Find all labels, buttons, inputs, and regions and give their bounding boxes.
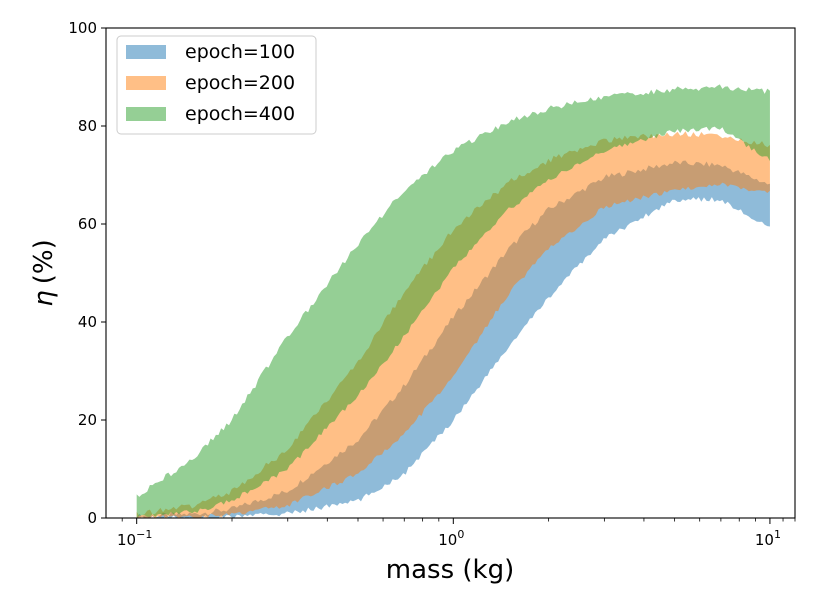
data-bands: [136, 84, 770, 519]
y-tick-label-0: 0: [87, 509, 97, 527]
legend-swatch-epoch-200: [126, 76, 166, 90]
x-axis: 10−1 100 101: [117, 518, 796, 549]
band-epoch-400: [136, 84, 770, 519]
y-tick-label-20: 20: [78, 411, 97, 429]
y-tick-label-100: 100: [68, 19, 97, 37]
x-tick-label-0: 10−1: [117, 528, 152, 549]
legend-label-epoch-400: epoch=400: [185, 103, 295, 125]
y-axis-symbol: η: [29, 290, 59, 306]
x-tick-label-2: 101: [755, 528, 781, 549]
legend-box: [116, 35, 317, 135]
legend-swatch-epoch-100: [126, 45, 166, 59]
x-tick-label-1: 100: [438, 528, 464, 549]
legend-label-epoch-100: epoch=100: [185, 41, 295, 63]
y-axis: 0 20 40 60 80 100: [68, 19, 106, 527]
y-tick-label-60: 60: [78, 215, 97, 233]
x-axis-title: mass (kg): [386, 555, 514, 585]
plot-frame: [105, 27, 796, 519]
y-axis-unit: (%): [29, 239, 59, 284]
y-tick-label-80: 80: [78, 117, 97, 135]
band-epoch-200: [136, 131, 770, 518]
y-tick-label-40: 40: [78, 313, 97, 331]
y-axis-title: η (%): [29, 239, 59, 306]
legend-swatch-epoch-400: [126, 107, 166, 121]
legend: epoch=100 epoch=200 epoch=400: [116, 35, 317, 135]
legend-label-epoch-200: epoch=200: [185, 72, 295, 94]
